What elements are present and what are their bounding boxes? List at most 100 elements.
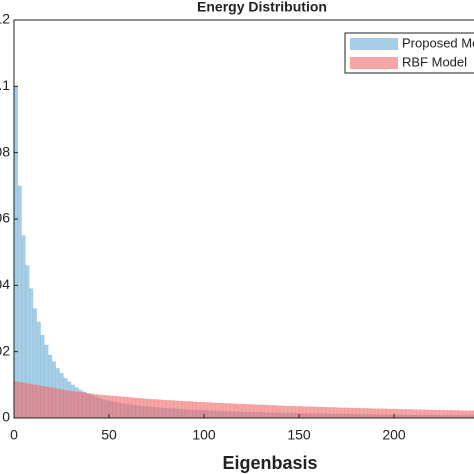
bar (48, 387, 53, 419)
bar (131, 397, 136, 419)
bar (180, 400, 186, 419)
bar (439, 409, 444, 419)
bar (416, 409, 421, 419)
bar (215, 402, 220, 419)
bar (257, 404, 262, 419)
bar (306, 406, 311, 419)
bar (188, 401, 193, 419)
bar (13, 86, 18, 419)
bar (211, 402, 216, 419)
bar (17, 381, 22, 419)
bar (78, 392, 83, 419)
bar (310, 406, 315, 419)
bar (359, 408, 364, 419)
bar (241, 403, 246, 419)
bar (199, 401, 205, 419)
bar (101, 394, 106, 419)
bar (447, 410, 452, 419)
plot-frame (13, 19, 474, 419)
bar (249, 404, 254, 419)
legend-swatch (350, 38, 398, 50)
x-tick-label: 150 (287, 427, 311, 443)
x-tick-label: 200 (382, 427, 406, 443)
bar (458, 410, 463, 419)
bar (397, 409, 402, 419)
bar (123, 396, 129, 419)
bar (150, 399, 155, 419)
bar (450, 410, 455, 419)
bar (135, 397, 140, 419)
chart-title: Energy Distribution (197, 0, 327, 15)
bar (66, 390, 72, 419)
bar (264, 404, 269, 419)
bar (401, 409, 406, 419)
y-tick-label: 0.08 (0, 143, 10, 159)
bar (21, 382, 26, 419)
bar (127, 397, 132, 419)
bar (207, 402, 212, 419)
bar (25, 383, 30, 419)
bar (386, 408, 391, 419)
bar (363, 408, 368, 419)
bar (272, 405, 277, 419)
x-tick-label: 100 (192, 427, 216, 443)
bar (245, 404, 250, 419)
bar (59, 389, 64, 419)
bar (196, 401, 201, 419)
y-tick-label: 0.1 (0, 77, 10, 93)
bar (462, 410, 467, 419)
plot-area (13, 19, 474, 419)
bar (352, 407, 357, 419)
bar (192, 401, 197, 419)
bar (420, 409, 425, 419)
bar (154, 399, 159, 419)
bar (431, 409, 436, 419)
y-tick-label: 0.02 (0, 342, 10, 358)
bar (260, 404, 265, 419)
bar (70, 391, 75, 419)
bar (177, 400, 182, 419)
x-axis-label: Eigenbasis (222, 453, 317, 473)
bar (390, 408, 395, 419)
bar (412, 409, 417, 419)
bar (13, 381, 18, 419)
bar (344, 407, 349, 419)
bar (393, 408, 398, 419)
y-tick-label: 0.06 (0, 210, 10, 226)
bar (120, 396, 125, 419)
bar (382, 408, 387, 419)
y-tick-label: 0 (2, 409, 10, 425)
bar (317, 406, 322, 419)
bar (454, 410, 459, 419)
bar (291, 405, 296, 419)
bar (74, 391, 79, 419)
y-tick-label: 0.12 (0, 11, 10, 27)
bar (283, 405, 288, 419)
bar (348, 407, 353, 419)
bar (325, 407, 330, 419)
bar (371, 408, 376, 419)
bar (340, 407, 345, 419)
bar (173, 400, 178, 419)
bar (321, 406, 326, 419)
bar (329, 407, 334, 419)
bar (165, 400, 170, 419)
bar (333, 407, 338, 419)
x-tick-label: 50 (101, 427, 117, 443)
legend-label: RBF Model (402, 54, 467, 69)
legend-swatch (350, 57, 398, 69)
bar (158, 399, 163, 419)
legend-label: Proposed Model (402, 35, 474, 50)
bar (139, 398, 144, 419)
bar (161, 399, 167, 419)
bar (55, 388, 60, 419)
bar (367, 408, 372, 419)
bar (104, 395, 110, 419)
bar (184, 401, 189, 419)
bar (295, 406, 300, 419)
bar (302, 406, 307, 419)
bar (298, 406, 303, 419)
bar (314, 406, 319, 419)
bar (116, 396, 121, 419)
